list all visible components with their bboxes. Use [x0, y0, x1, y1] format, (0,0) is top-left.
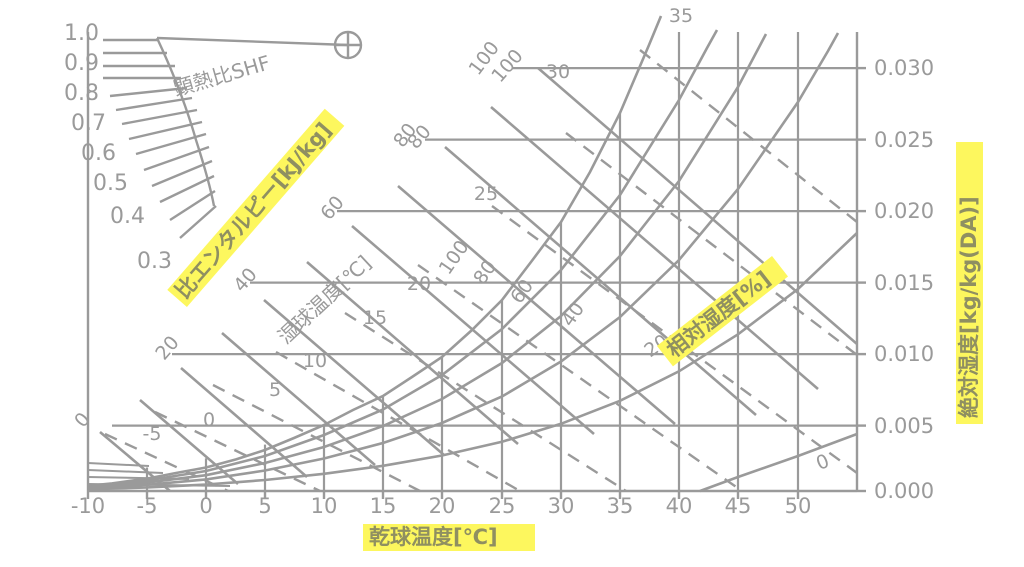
axis-ticks — [86, 66, 866, 499]
shf-axis-title: 顕熱比SHF — [171, 50, 273, 100]
wetbulb-line--5 — [104, 432, 229, 493]
shf-label: 0.4 — [110, 204, 145, 229]
shf-scale-labels: 1.0 0.9 0.8 0.7 0.6 0.5 0.4 0.3 — [64, 21, 172, 274]
x-tick-label: 35 — [607, 494, 634, 518]
x-tick-label: 25 — [489, 494, 516, 518]
rh-labels-upper: 100 80 — [389, 37, 504, 151]
rh-label: 80 — [469, 256, 501, 288]
wetbulb-label: 35 — [669, 5, 693, 27]
enthalpy-lines — [99, 67, 858, 492]
y-tick-label: 0.025 — [874, 128, 934, 152]
y-tick-label: 0.030 — [874, 56, 934, 80]
x-tick-labels: -10 -5 0 5 10 15 20 25 30 35 40 45 50 — [71, 494, 812, 518]
y-tick-label: 0.020 — [874, 199, 934, 223]
plot-frame — [86, 32, 859, 493]
wetbulb-line-35 — [639, 49, 858, 223]
shf-ticks — [103, 38, 217, 239]
x-tick-label: 45 — [725, 494, 752, 518]
wetbulb-axis-title: 湿球温度[℃] — [273, 251, 376, 349]
shf-label: 0.5 — [93, 171, 128, 196]
wetbulb-lines — [104, 49, 858, 493]
x-tick-label: 40 — [666, 494, 693, 518]
y-title-highlight — [956, 142, 983, 424]
shf-label: 0.9 — [64, 51, 99, 76]
low-humidity-lines — [87, 462, 231, 487]
x-tick-label: 10 — [311, 494, 338, 518]
wetbulb-label: 30 — [546, 61, 570, 83]
wetbulb-label: 25 — [474, 183, 498, 205]
enthalpy-label: 40 — [229, 264, 261, 297]
shf-label: 1.0 — [64, 21, 99, 46]
shf-label: 0.8 — [64, 81, 99, 106]
shf-arc — [155, 37, 216, 207]
wetbulb-line-0 — [154, 410, 321, 493]
wetbulb-label: 15 — [363, 307, 387, 329]
x-tick-label: -5 — [137, 494, 158, 518]
shf-label: 0.7 — [71, 111, 106, 136]
wetbulb-line-15 — [344, 311, 627, 493]
shf-label: 0.3 — [137, 249, 172, 274]
rh-curve-0 — [699, 432, 858, 493]
y-tick-labels: 0.000 0.005 0.010 0.015 0.020 0.025 0.03… — [874, 56, 934, 503]
x-tick-label: 30 — [548, 494, 575, 518]
enthalpy-label: 60 — [316, 192, 348, 225]
wetbulb-label: -5 — [143, 423, 162, 445]
enthalpy-title-highlight — [167, 108, 345, 307]
x-axis-title-group: 乾球温度[℃] — [363, 524, 535, 551]
wetbulb-label: 0 — [203, 409, 215, 431]
y-axis-title: 絶対湿度[kg/kg(DA)] — [957, 196, 981, 418]
enthalpy-line-0 — [99, 431, 171, 492]
wetbulb-line-30 — [565, 132, 858, 356]
wetbulb-line-20 — [417, 264, 743, 492]
wetbulb-label: 10 — [303, 350, 327, 372]
x-tick-label: 50 — [785, 494, 812, 518]
enthalpy-line-100 — [537, 67, 858, 345]
x-tick-label: 5 — [258, 494, 271, 518]
x-tick-label: 0 — [199, 494, 212, 518]
enthalpy-line-60 — [351, 225, 595, 435]
wetbulb-label: 20 — [407, 273, 431, 295]
x-title-highlight — [363, 524, 535, 551]
enthalpy-line-80 — [444, 146, 757, 416]
shf-label: 0.6 — [81, 141, 116, 166]
enthalpy-line-40 — [263, 299, 445, 456]
rh-curve-40 — [87, 32, 840, 490]
x-axis-title: 乾球温度[℃] — [369, 525, 498, 549]
shf-protractor — [103, 30, 363, 239]
wetbulb-labels: -5 0 5 10 15 20 25 30 35 — [143, 5, 694, 445]
wetbulb-line-10 — [275, 350, 521, 493]
y-tick-label: 0.015 — [874, 271, 934, 295]
y-tick-label: 0.000 — [874, 479, 934, 503]
rh-title-highlight — [656, 256, 789, 367]
rh-label: 100 — [435, 236, 474, 278]
enthalpy-line-20 — [180, 367, 308, 478]
enthalpy-label: 20 — [151, 332, 183, 365]
wetbulb-label: 5 — [269, 379, 281, 401]
enthalpy-label: 0 — [70, 408, 95, 432]
x-tick-label: 20 — [429, 494, 456, 518]
rh-curve-60 — [87, 33, 768, 489]
x-tick-label: -10 — [71, 494, 105, 518]
wetbulb-line-5 — [212, 383, 421, 493]
rh-curve-20 — [87, 232, 858, 491]
y-axis-title-group: 絶対湿度[kg/kg(DA)] — [956, 142, 983, 424]
y-tick-label: 0.005 — [874, 414, 934, 438]
y-tick-label: 0.010 — [874, 342, 934, 366]
x-tick-label: 15 — [370, 494, 397, 518]
